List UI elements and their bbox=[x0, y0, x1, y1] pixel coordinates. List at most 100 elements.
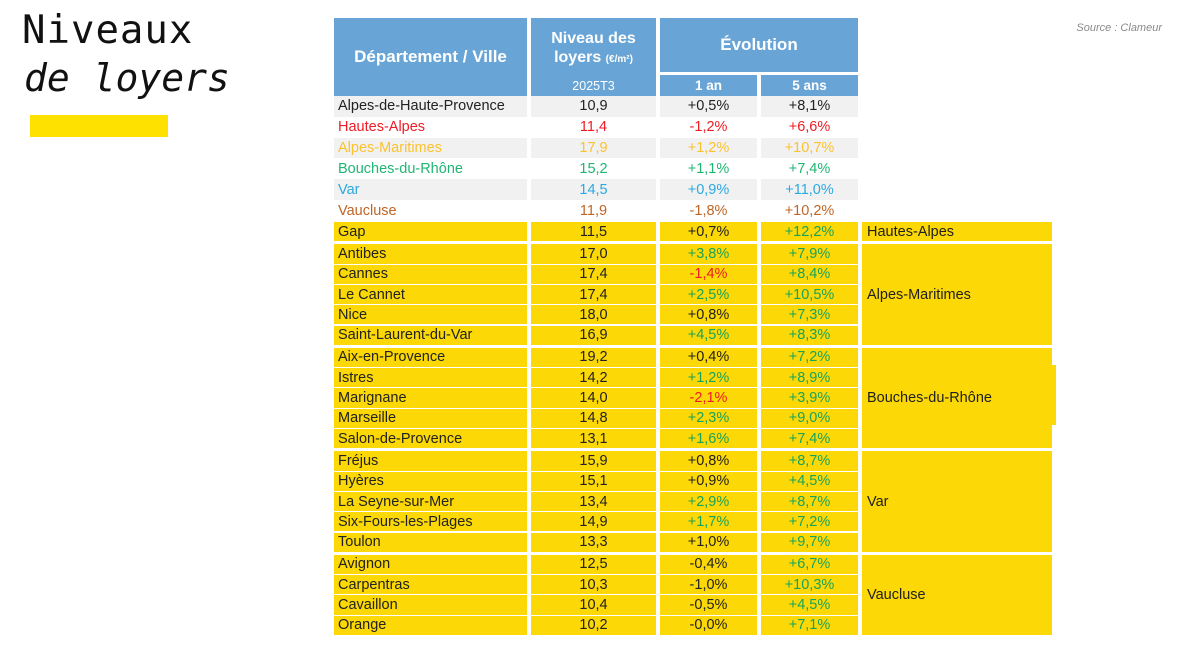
city-row: Nice 18,0 +0,8% +7,3% bbox=[334, 305, 858, 325]
rent-level-cell: 15,9 bbox=[531, 451, 656, 471]
rent-level-cell: 11,4 bbox=[531, 116, 656, 138]
city-name-cell: La Seyne-sur-Mer bbox=[334, 491, 527, 512]
rent-levels-table: Département / Ville Niveau des loyers (€… bbox=[334, 18, 1056, 635]
evolution-1an-cell: +0,7% bbox=[660, 222, 757, 242]
department-name-cell: Var bbox=[334, 179, 527, 201]
city-name-cell: Aix-en-Provence bbox=[334, 347, 527, 368]
header-departement-ville: Département / Ville bbox=[334, 18, 527, 96]
rent-level-cell: 17,9 bbox=[531, 137, 656, 159]
city-name-cell: Hyères bbox=[334, 471, 527, 491]
city-name-cell: Fréjus bbox=[334, 451, 527, 471]
evolution-1an-cell: -1,0% bbox=[660, 575, 757, 595]
evolution-1an-cell: +1,2% bbox=[660, 368, 757, 388]
department-name-cell: Bouches-du-Rhône bbox=[334, 158, 527, 180]
evolution-5ans-cell: +8,4% bbox=[761, 264, 858, 284]
rent-level-cell: 13,1 bbox=[531, 429, 656, 449]
evolution-1an-cell: -0,0% bbox=[660, 615, 757, 635]
evolution-5ans-cell: +3,9% bbox=[761, 388, 858, 408]
evolution-1an-cell: +2,3% bbox=[660, 408, 757, 428]
rent-level-cell: 10,4 bbox=[531, 595, 656, 615]
evolution-1an-cell: +0,8% bbox=[660, 451, 757, 471]
rent-level-cell: 12,5 bbox=[531, 554, 656, 575]
evolution-1an-cell: +0,4% bbox=[660, 347, 757, 368]
department-name-cell: Vaucluse bbox=[334, 200, 527, 221]
evolution-1an-cell: -1,2% bbox=[660, 116, 757, 138]
evolution-1an-cell: -1,4% bbox=[660, 264, 757, 284]
header-niveau-unit: (€/m²) bbox=[605, 53, 633, 65]
city-name-cell: Marignane bbox=[334, 388, 527, 408]
evolution-5ans-cell: +8,7% bbox=[761, 451, 858, 471]
rent-level-cell: 17,0 bbox=[531, 244, 656, 264]
rent-level-cell: 11,5 bbox=[531, 222, 656, 242]
city-row: Six-Fours-les-Plages 14,9 +1,7% +7,2% bbox=[334, 512, 858, 532]
rent-level-cell: 13,3 bbox=[531, 532, 656, 552]
rent-level-cell: 17,4 bbox=[531, 264, 656, 284]
header-niveau-loyers: Niveau des loyers (€/m²) 2025T3 bbox=[531, 18, 656, 96]
rent-level-cell: 10,9 bbox=[531, 96, 656, 117]
evolution-5ans-cell: +10,3% bbox=[761, 575, 858, 595]
evolution-5ans-cell: +6,6% bbox=[761, 116, 858, 138]
city-name-cell: Carpentras bbox=[334, 575, 527, 595]
department-name-cell: Alpes-de-Haute-Provence bbox=[334, 96, 527, 117]
evolution-5ans-cell: +8,7% bbox=[761, 491, 858, 512]
city-name-cell: Le Cannet bbox=[334, 284, 527, 305]
department-row: Bouches-du-Rhône 15,2 +1,1% +7,4% bbox=[334, 158, 858, 180]
department-row: Var 14,5 +0,9% +11,0% bbox=[334, 179, 858, 201]
evolution-5ans-cell: +8,3% bbox=[761, 325, 858, 345]
rent-level-cell: 14,8 bbox=[531, 408, 656, 428]
header-niveau-line2: loyers bbox=[554, 48, 602, 66]
department-group-label: Alpes-Maritimes bbox=[862, 244, 1052, 345]
city-row: Aix-en-Provence 19,2 +0,4% +7,2% bbox=[334, 347, 858, 368]
evolution-5ans-cell: +8,1% bbox=[761, 96, 858, 117]
page-title-line2: de loyers bbox=[24, 56, 230, 100]
evolution-1an-cell: +3,8% bbox=[660, 244, 757, 264]
evolution-1an-cell: +1,6% bbox=[660, 429, 757, 449]
evolution-1an-cell: +0,9% bbox=[660, 179, 757, 201]
city-row: Saint-Laurent-du-Var 16,9 +4,5% +8,3% bbox=[334, 325, 858, 345]
evolution-5ans-cell: +10,5% bbox=[761, 284, 858, 305]
evolution-1an-cell: -1,8% bbox=[660, 200, 757, 221]
rent-level-cell: 14,2 bbox=[531, 368, 656, 388]
evolution-1an-cell: -2,1% bbox=[660, 388, 757, 408]
evolution-1an-cell: +1,2% bbox=[660, 137, 757, 159]
city-row: Gap 11,5 +0,7% +12,2% bbox=[334, 222, 858, 242]
evolution-1an-cell: +0,8% bbox=[660, 305, 757, 325]
department-group-label: Hautes-Alpes bbox=[862, 222, 1052, 242]
header-niveau-loyers-label: Niveau des loyers (€/m²) bbox=[551, 18, 635, 79]
evolution-5ans-cell: +7,9% bbox=[761, 244, 858, 264]
city-name-cell: Salon-de-Provence bbox=[334, 429, 527, 449]
rent-level-cell: 17,4 bbox=[531, 284, 656, 305]
evolution-1an-cell: +1,0% bbox=[660, 532, 757, 552]
evolution-1an-cell: -0,4% bbox=[660, 554, 757, 575]
evolution-5ans-cell: +7,2% bbox=[761, 512, 858, 532]
city-row: La Seyne-sur-Mer 13,4 +2,9% +8,7% bbox=[334, 491, 858, 512]
header-evolution-5ans: 5 ans bbox=[761, 75, 858, 96]
evolution-5ans-cell: +9,7% bbox=[761, 532, 858, 552]
table-artifact-sliver bbox=[1052, 365, 1056, 425]
city-row: Hyères 15,1 +0,9% +4,5% bbox=[334, 471, 858, 491]
title-accent-bar bbox=[30, 115, 168, 137]
department-row: Vaucluse 11,9 -1,8% +10,2% bbox=[334, 200, 858, 221]
header-niveau-period: 2025T3 bbox=[572, 79, 615, 93]
city-name-cell: Cannes bbox=[334, 264, 527, 284]
city-row: Fréjus 15,9 +0,8% +8,7% bbox=[334, 451, 858, 471]
evolution-1an-cell: +2,9% bbox=[660, 491, 757, 512]
city-row: Salon-de-Provence 13,1 +1,6% +7,4% bbox=[334, 429, 858, 449]
evolution-5ans-cell: +9,0% bbox=[761, 408, 858, 428]
header-evolution-1an: 1 an bbox=[660, 75, 757, 96]
department-group-label: Var bbox=[862, 451, 1052, 552]
city-name-cell: Antibes bbox=[334, 244, 527, 264]
evolution-5ans-cell: +10,7% bbox=[761, 137, 858, 159]
city-row: Marseille 14,8 +2,3% +9,0% bbox=[334, 408, 858, 428]
evolution-5ans-cell: +11,0% bbox=[761, 179, 858, 201]
rent-level-cell: 10,3 bbox=[531, 575, 656, 595]
department-row: Hautes-Alpes 11,4 -1,2% +6,6% bbox=[334, 116, 858, 138]
evolution-1an-cell: +1,1% bbox=[660, 158, 757, 180]
rent-level-cell: 14,9 bbox=[531, 512, 656, 532]
evolution-1an-cell: +1,7% bbox=[660, 512, 757, 532]
evolution-1an-cell: +4,5% bbox=[660, 325, 757, 345]
department-name-cell: Alpes-Maritimes bbox=[334, 137, 527, 159]
city-row: Le Cannet 17,4 +2,5% +10,5% bbox=[334, 284, 858, 305]
city-row: Carpentras 10,3 -1,0% +10,3% bbox=[334, 575, 858, 595]
